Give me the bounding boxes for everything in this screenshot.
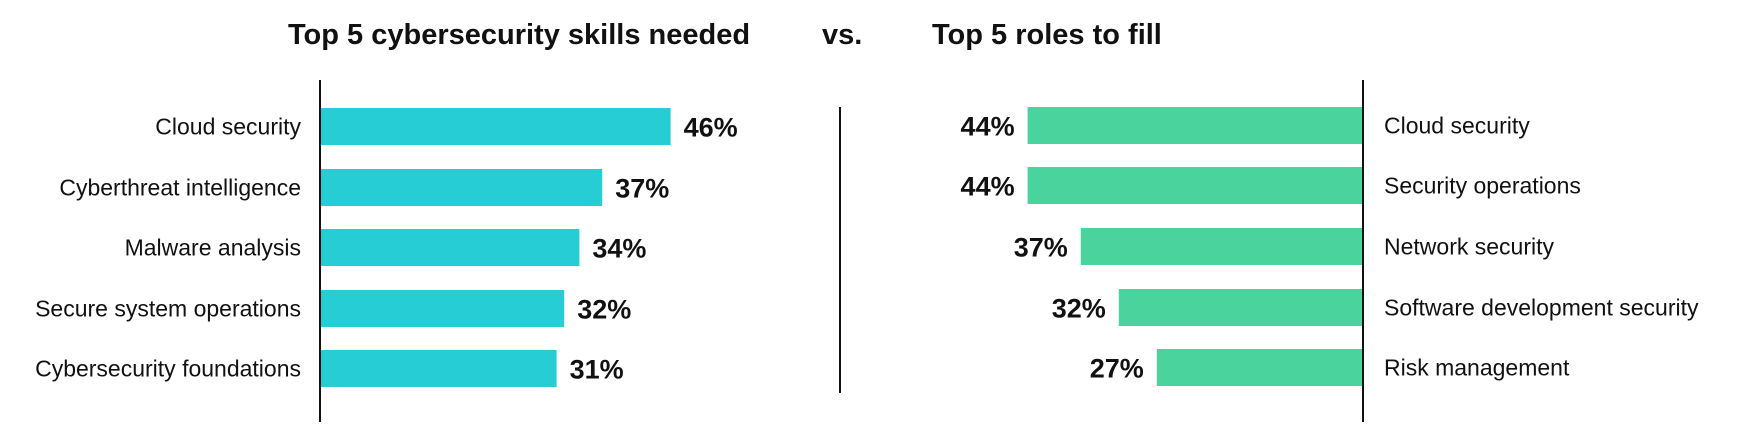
vs-label: vs. [822, 19, 862, 51]
roles-value-label: 27% [1090, 354, 1144, 384]
skills-category-label: Malware analysis [125, 235, 301, 261]
roles-value-label: 37% [1014, 233, 1068, 263]
roles-value-label: 44% [961, 172, 1015, 202]
skills-value-label: 46% [684, 113, 738, 143]
roles-category-label: Cloud security [1384, 113, 1530, 139]
skills-category-label: Cyberthreat intelligence [59, 175, 301, 201]
roles-bar [1080, 228, 1362, 265]
roles-value-label: 44% [961, 112, 1015, 142]
roles-bar [1156, 349, 1362, 386]
skills-bar [321, 169, 603, 206]
skills-value-label: 31% [570, 355, 624, 385]
roles-category-label: Security operations [1384, 173, 1581, 199]
skills-category-label: Cloud security [155, 114, 301, 140]
roles-value-label: 32% [1052, 294, 1106, 324]
skills-category-label: Secure system operations [35, 296, 301, 322]
skills-value-label: 34% [592, 234, 646, 264]
roles-category-label: Risk management [1384, 355, 1570, 381]
skills-bar-chart: Cloud security 46% Cyberthreat intelligenc… [35, 80, 738, 422]
skills-category-label: Cybersecurity foundations [35, 356, 301, 382]
roles-bar [1118, 289, 1362, 326]
skills-bar [321, 108, 671, 145]
roles-bar [1027, 167, 1362, 204]
skills-value-label: 32% [577, 295, 631, 325]
roles-bar [1027, 107, 1362, 144]
right-chart-title: Top 5 roles to fill [932, 19, 1162, 51]
skills-bar [321, 229, 580, 266]
skills-value-label: 37% [615, 174, 669, 204]
roles-category-label: Software development security [1384, 295, 1699, 321]
roles-bar-chart: Cloud security 44% Security operations 44% N… [961, 80, 1699, 422]
left-chart-title: Top 5 cybersecurity skills needed [288, 19, 750, 51]
roles-category-label: Network security [1384, 234, 1554, 260]
skills-bar [321, 350, 557, 387]
skills-bar [321, 290, 565, 327]
